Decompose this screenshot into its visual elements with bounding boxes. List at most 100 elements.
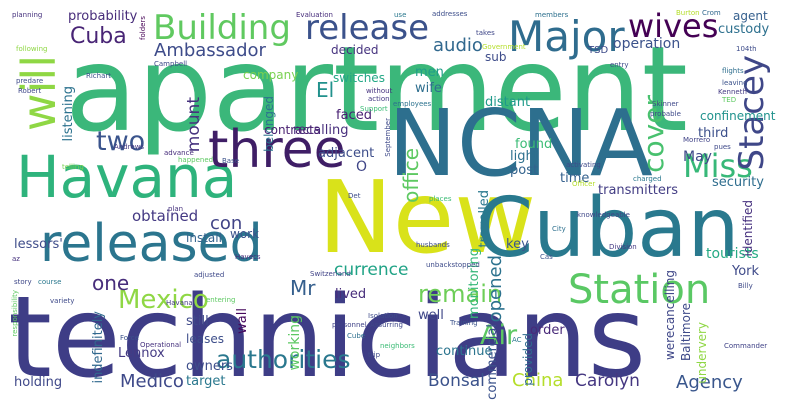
word: Building <box>153 8 291 48</box>
word: Agency <box>676 372 743 393</box>
word: faced <box>336 108 372 123</box>
word: Crom <box>702 9 721 17</box>
word: Skinner <box>652 100 679 108</box>
word: Ambassador <box>154 40 266 61</box>
word: wall <box>235 308 250 334</box>
word: Training <box>450 319 478 327</box>
word: Baltimore <box>679 303 693 362</box>
word: probable <box>650 110 681 118</box>
word: work <box>230 227 260 241</box>
word: recalling <box>293 123 349 138</box>
word: entering <box>206 296 236 304</box>
word: release <box>305 8 429 48</box>
word: target <box>186 374 226 389</box>
word: werecancelling <box>663 270 677 361</box>
word: employees <box>393 100 432 108</box>
word: leases <box>186 332 224 346</box>
word: obtained <box>132 207 199 225</box>
word: opened <box>485 255 506 323</box>
word: planning <box>12 11 43 19</box>
word: NCNA <box>388 90 653 197</box>
word: released <box>40 214 263 274</box>
word: Mr <box>290 276 316 300</box>
word: indefinitely <box>91 311 106 384</box>
word: distant <box>485 95 531 110</box>
word: plan <box>168 205 184 213</box>
word: wife <box>415 81 442 96</box>
word: activating <box>566 161 601 169</box>
word: Force <box>120 334 139 342</box>
word: leaving <box>722 79 748 87</box>
word: Morrero <box>683 136 711 144</box>
word: holding <box>14 375 63 390</box>
word: addresses <box>432 10 468 18</box>
word: responsibility <box>11 290 19 337</box>
word: monitoring <box>467 248 482 319</box>
word: travelled <box>477 190 492 248</box>
word: neighbors <box>380 342 415 350</box>
word: husbands <box>416 241 450 249</box>
word: Det <box>348 192 361 200</box>
word: decided <box>331 43 379 57</box>
word: provided <box>521 333 535 386</box>
word: well <box>418 308 444 323</box>
word: con <box>210 213 243 234</box>
word: Cuban <box>476 181 740 276</box>
word: lessors' <box>14 237 63 252</box>
word: two <box>96 126 146 157</box>
word: audio <box>433 35 483 56</box>
word: without <box>366 87 393 95</box>
word: technicians <box>8 273 647 403</box>
word: tourists <box>706 246 759 262</box>
word: September <box>384 118 392 157</box>
word: order <box>530 323 565 338</box>
word: transmitters <box>598 183 679 198</box>
word: City <box>552 225 566 233</box>
word: folders <box>139 16 147 40</box>
word: undervery <box>695 322 709 384</box>
word: operation <box>613 36 681 52</box>
word: Officer <box>572 180 596 188</box>
word: owners <box>186 359 233 374</box>
word: Cuba <box>70 24 127 49</box>
word: use <box>394 11 407 19</box>
word: TED <box>722 96 737 104</box>
word: course <box>38 278 62 286</box>
word: Commander <box>724 342 768 350</box>
word: currence <box>334 260 409 280</box>
word: May <box>683 149 712 165</box>
word: Cas <box>540 253 553 261</box>
word: Base <box>222 157 240 165</box>
word: Operational <box>140 341 182 349</box>
word: China <box>512 370 564 391</box>
word: Lennox <box>118 346 165 361</box>
word: personnel <box>332 321 367 329</box>
word: found <box>515 137 553 152</box>
word: Billy <box>738 282 753 290</box>
word: Kenneth <box>718 88 747 96</box>
word: Robert <box>18 87 42 95</box>
word: Havana <box>16 143 238 211</box>
word: Air <box>480 320 518 351</box>
word: three <box>208 120 346 180</box>
word: members <box>535 11 569 19</box>
word: custody <box>718 22 770 37</box>
word: continue <box>436 344 493 359</box>
word: unbackstopped <box>426 261 480 269</box>
word: York <box>732 264 760 279</box>
word: third <box>698 126 729 141</box>
word: variety <box>50 297 75 305</box>
word: men <box>415 65 444 80</box>
word: Medico <box>120 371 184 392</box>
word: Havecs <box>235 253 261 261</box>
word: Carolyn <box>575 371 640 391</box>
word: confinement <box>700 109 776 123</box>
word: Mexico <box>118 285 209 315</box>
word: Richart <box>86 72 112 80</box>
word: post <box>510 163 539 178</box>
word: story <box>14 278 32 286</box>
word: adjacent <box>318 146 375 161</box>
word: light <box>510 149 539 164</box>
word: key <box>506 237 529 252</box>
